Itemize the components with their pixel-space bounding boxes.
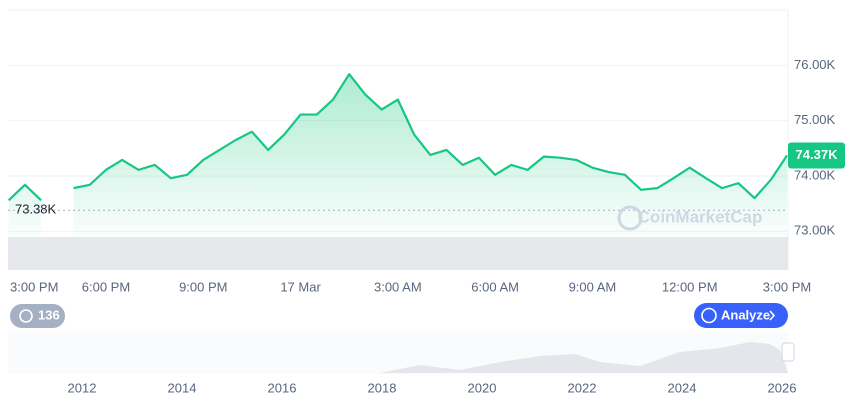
x-tick-label: 12:00 PM — [662, 279, 718, 294]
x-tick-label: 3:00 PM — [763, 279, 811, 294]
current-price-badge — [788, 142, 845, 169]
x-tick-label: 3:00 AM — [374, 279, 422, 294]
history-badge[interactable]: 136 — [10, 304, 65, 328]
navigator-tick-label: 2018 — [368, 380, 397, 395]
clock-icon — [19, 309, 33, 323]
navigator-history — [380, 342, 788, 373]
x-tick-label: 6:00 AM — [471, 279, 519, 294]
navigator-tick-label: 2024 — [668, 380, 697, 395]
navigator-tick-label: 2014 — [168, 380, 197, 395]
current-price-label: 74.37K — [796, 147, 839, 162]
analyze-button[interactable]: Analyze — [694, 303, 788, 328]
x-tick-label: 17 Mar — [280, 279, 321, 294]
x-tick-label: 9:00 AM — [569, 279, 617, 294]
y-tick-label: 74.00K — [794, 167, 836, 182]
watermark-logo — [617, 205, 643, 231]
analyze-bg[interactable] — [694, 303, 788, 328]
y-tick-label: 75.00K — [794, 112, 836, 127]
navigator-handle[interactable] — [781, 342, 795, 362]
navigator-tick-label: 2020 — [468, 380, 497, 395]
volume-band — [8, 237, 788, 270]
y-tick-label: 73.00K — [794, 223, 836, 238]
watermark: CoinMarketCap — [638, 207, 763, 226]
history-count[interactable]: 136 — [38, 307, 60, 322]
navigator-tick-label: 2026 — [768, 380, 797, 395]
reference-label: 73.38K — [15, 202, 57, 217]
navigator-tick-label: 2022 — [568, 380, 597, 395]
navigator-tick-label: 2012 — [68, 380, 97, 395]
analyze-label[interactable]: Analyze — [721, 307, 770, 322]
y-tick-label: 76.00K — [794, 57, 836, 72]
x-tick-label: 9:00 PM — [179, 279, 227, 294]
price-line — [7, 73, 788, 202]
analyze-icon — [701, 307, 717, 324]
navigator-tick-label: 2016 — [268, 380, 297, 395]
area-fill — [8, 74, 787, 237]
x-tick-label: 3:00 PM — [10, 279, 58, 294]
chevron — [769, 310, 776, 321]
x-tick-label: 6:00 PM — [82, 279, 130, 294]
